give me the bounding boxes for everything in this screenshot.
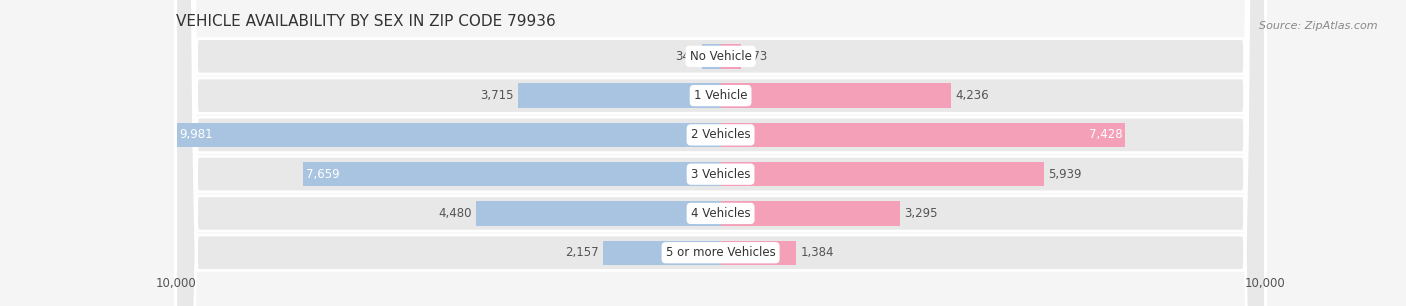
Text: VEHICLE AVAILABILITY BY SEX IN ZIP CODE 79936: VEHICLE AVAILABILITY BY SEX IN ZIP CODE …	[176, 13, 555, 28]
Bar	[519, 84, 721, 108]
Text: 7,659: 7,659	[307, 168, 340, 181]
FancyBboxPatch shape	[176, 0, 1265, 306]
Text: 3 Vehicles: 3 Vehicles	[690, 168, 751, 181]
Text: 1 Vehicle: 1 Vehicle	[693, 89, 748, 102]
Text: 5,939: 5,939	[1049, 168, 1083, 181]
Text: 4 Vehicles: 4 Vehicles	[690, 207, 751, 220]
Bar	[702, 44, 721, 69]
Text: 3,715: 3,715	[481, 89, 513, 102]
Text: No Vehicle: No Vehicle	[689, 50, 752, 63]
Text: 1,384: 1,384	[800, 246, 834, 259]
Text: 4,480: 4,480	[439, 207, 472, 220]
Bar	[721, 84, 952, 108]
Bar	[477, 201, 721, 226]
FancyBboxPatch shape	[176, 0, 1265, 306]
Text: 5 or more Vehicles: 5 or more Vehicles	[665, 246, 776, 259]
Bar	[721, 44, 741, 69]
Text: Source: ZipAtlas.com: Source: ZipAtlas.com	[1260, 21, 1378, 32]
Bar	[721, 162, 1045, 186]
Bar	[304, 162, 721, 186]
Text: 9,981: 9,981	[180, 129, 214, 141]
Bar	[721, 241, 796, 265]
Bar	[721, 201, 900, 226]
Text: 7,428: 7,428	[1088, 129, 1122, 141]
FancyBboxPatch shape	[176, 0, 1265, 306]
Bar	[177, 123, 721, 147]
Text: 341: 341	[675, 50, 697, 63]
Bar	[721, 123, 1125, 147]
Text: 373: 373	[745, 50, 768, 63]
Bar	[603, 241, 721, 265]
Text: 2,157: 2,157	[565, 246, 599, 259]
Text: 4,236: 4,236	[956, 89, 990, 102]
FancyBboxPatch shape	[176, 0, 1265, 306]
Text: 2 Vehicles: 2 Vehicles	[690, 129, 751, 141]
FancyBboxPatch shape	[176, 0, 1265, 306]
FancyBboxPatch shape	[176, 0, 1265, 306]
Text: 3,295: 3,295	[904, 207, 938, 220]
